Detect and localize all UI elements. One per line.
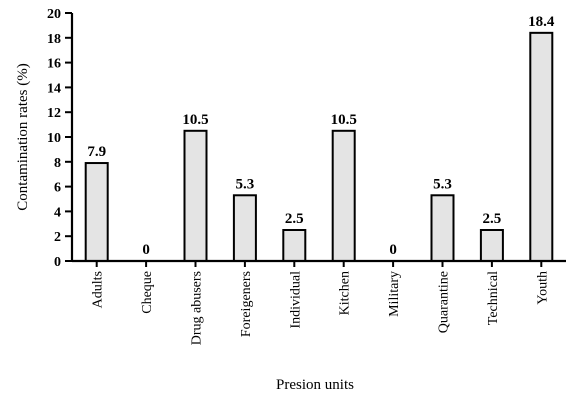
data-label: 10.5: [331, 112, 357, 128]
x-tick-label: Foreigeners: [239, 271, 254, 337]
y-tick-label: 18: [47, 32, 61, 47]
x-tick-label: Individual: [288, 271, 303, 329]
data-label: 10.5: [182, 112, 208, 128]
x-tick-label: Quarantine: [437, 271, 452, 333]
bar-kitchen: [331, 129, 356, 262]
x-tick-label: Drug abusers: [190, 271, 205, 345]
x-axis-ticks: Adults Cheque Drug abusers Foreigeners Indiv…: [91, 261, 550, 345]
x-tick-label: Kitchen: [338, 271, 353, 315]
y-tick-label: 0: [54, 255, 61, 270]
x-axis-title: Presion units: [276, 377, 354, 393]
data-label: 18.4: [528, 14, 555, 30]
bars-group: [84, 31, 554, 263]
bar-drug-abusers: [183, 129, 208, 262]
y-tick-label: 8: [54, 156, 61, 171]
x-tick-label: Youth: [535, 271, 550, 305]
bar-youth: [529, 31, 554, 263]
y-axis-title: Contamination rates (%): [15, 63, 31, 210]
y-tick-label: 12: [47, 106, 61, 121]
y-tick-label: 14: [47, 81, 61, 96]
y-tick-label: 16: [47, 57, 61, 72]
y-axis-ticks: 0 2 4 6 8 10 12 14 16 18 20: [47, 7, 72, 270]
x-tick-label: Adults: [91, 271, 106, 308]
bar-individual: [282, 229, 307, 262]
data-label: 2.5: [483, 211, 502, 227]
y-tick-label: 20: [47, 7, 61, 22]
y-tick-label: 6: [54, 181, 61, 196]
x-tick-label: Cheque: [140, 271, 155, 314]
data-label: 0: [389, 242, 397, 258]
data-label: 5.3: [236, 176, 255, 192]
data-label: 0: [142, 242, 150, 258]
data-label: 7.9: [87, 144, 106, 160]
bar-technical: [479, 229, 504, 262]
y-tick-label: 10: [47, 131, 61, 146]
bar-foreigeners: [232, 194, 257, 262]
bar-adults: [84, 162, 109, 262]
y-tick-label: 2: [54, 230, 61, 245]
data-label: 2.5: [285, 211, 304, 227]
data-labels-group: 7.9 0 10.5 5.3 2.5 10.5 0 5.3 2.5 18.4: [87, 14, 555, 258]
bar-quarantine: [430, 194, 455, 262]
data-label: 5.3: [433, 176, 452, 192]
y-tick-label: 4: [54, 205, 61, 220]
x-tick-label: Technical: [486, 271, 501, 325]
x-tick-label: Military: [387, 271, 402, 317]
